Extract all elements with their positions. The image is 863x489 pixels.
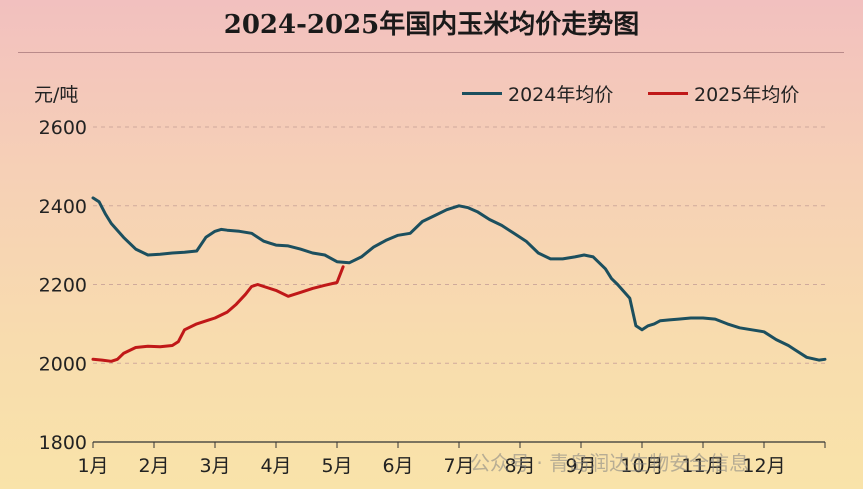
y-tick-label: 2200 — [39, 275, 87, 297]
x-tick-label: 3月 — [199, 455, 230, 477]
title-divider — [18, 52, 844, 53]
x-tick-label: 10月 — [620, 455, 663, 477]
x-tick-label: 4月 — [260, 455, 291, 477]
y-tick-label: 2000 — [39, 353, 87, 375]
x-tick-label: 2月 — [138, 455, 169, 477]
x-tick-label: 5月 — [321, 455, 352, 477]
watermark-text: 公众号 · 青岛润达生物安全信息 — [470, 451, 750, 475]
legend-label-2024: 2024年均价 — [508, 84, 614, 106]
x-tick-label: 12月 — [742, 455, 785, 477]
y-tick-label: 2600 — [39, 117, 87, 139]
legend-swatch-2024 — [462, 92, 502, 95]
series-line-2024 — [91, 196, 827, 362]
x-tick-label: 9月 — [565, 455, 596, 477]
legend-item-2024: 2024年均价 — [462, 80, 613, 107]
y-axis-unit-label: 元/吨 — [34, 84, 79, 106]
series-line-2025 — [91, 265, 345, 363]
y-tick-label: 1800 — [39, 432, 87, 454]
x-tick-label: 8月 — [504, 455, 535, 477]
legend-item-2025: 2025年均价 — [648, 80, 799, 107]
x-tick-label: 7月 — [443, 455, 474, 477]
legend-swatch-2025 — [648, 92, 688, 95]
chart-title: 2024-2025年国内玉米均价走势图 — [223, 10, 640, 40]
x-tick-label: 11月 — [681, 455, 724, 477]
legend-label-2025: 2025年均价 — [694, 84, 800, 106]
x-tick-label: 6月 — [382, 455, 413, 477]
y-tick-label: 2400 — [39, 196, 87, 218]
x-tick-label: 1月 — [77, 455, 108, 477]
